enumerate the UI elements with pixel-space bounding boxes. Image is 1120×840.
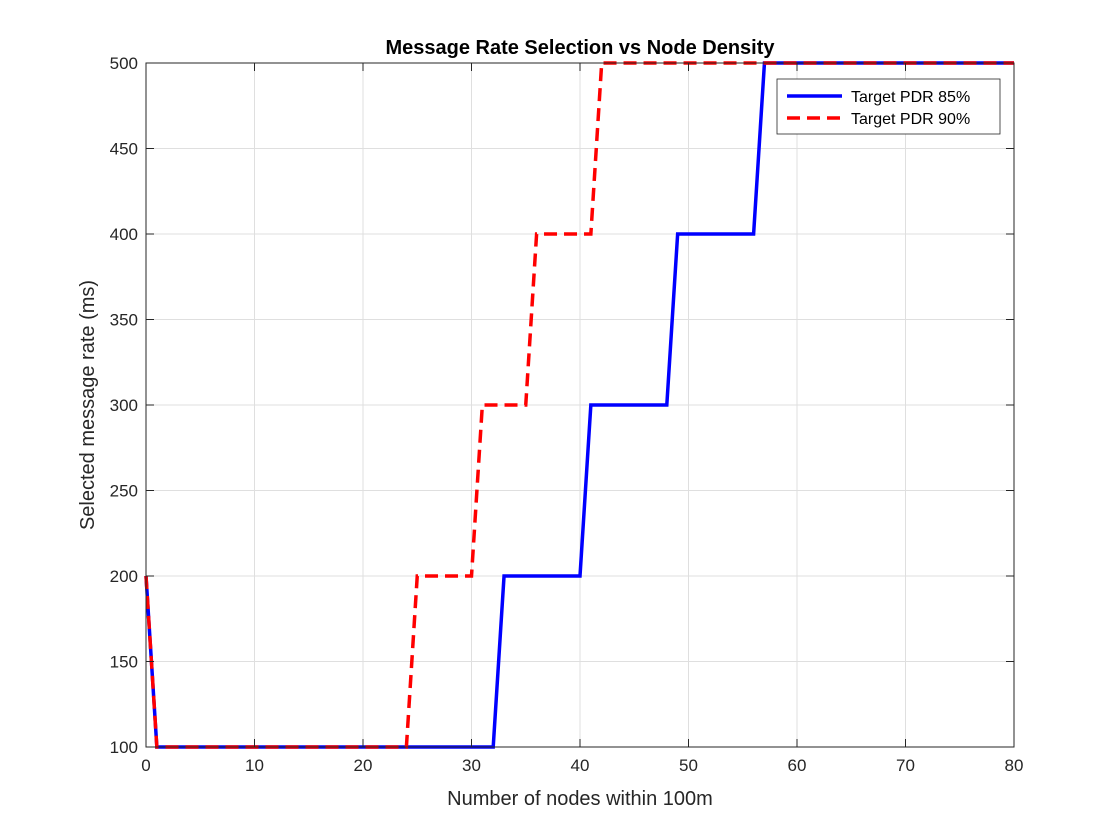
y-tick-label: 250	[110, 482, 138, 501]
chart-title: Message Rate Selection vs Node Density	[385, 37, 775, 59]
x-tick-label: 60	[788, 756, 807, 775]
grid	[146, 63, 1014, 747]
y-tick-label: 350	[110, 311, 138, 330]
x-tick-label: 50	[679, 756, 698, 775]
ticks	[145, 62, 1015, 748]
x-tick-label: 10	[245, 756, 264, 775]
legend-label-target-pdr-90: Target PDR 90%	[851, 111, 970, 128]
legend-box	[776, 78, 1001, 135]
legend-label-target-pdr-85: Target PDR 85%	[851, 89, 970, 106]
y-tick-label: 200	[110, 567, 138, 586]
x-tick-label: 0	[141, 756, 150, 775]
x-tick-label: 40	[571, 756, 590, 775]
y-tick-label: 100	[110, 738, 138, 757]
legend: Target PDR 85% Target PDR 90%	[776, 78, 1001, 135]
y-tick-label: 150	[110, 653, 138, 672]
y-axis-label: Selected message rate (ms)	[77, 280, 99, 530]
x-tick-label: 20	[354, 756, 373, 775]
x-tick-label: 30	[462, 756, 481, 775]
x-tick-label: 80	[1005, 756, 1024, 775]
x-axis-label: Number of nodes within 100m	[447, 788, 713, 810]
x-tick-label: 70	[896, 756, 915, 775]
y-tick-label: 500	[110, 54, 138, 73]
y-tick-label: 400	[110, 225, 138, 244]
tick-labels: 0 10 20 30 40 50 60 70 80 100 150 200 250 300 350 400 45…	[110, 54, 1024, 775]
y-tick-label: 300	[110, 396, 138, 415]
y-tick-label: 450	[110, 140, 138, 159]
